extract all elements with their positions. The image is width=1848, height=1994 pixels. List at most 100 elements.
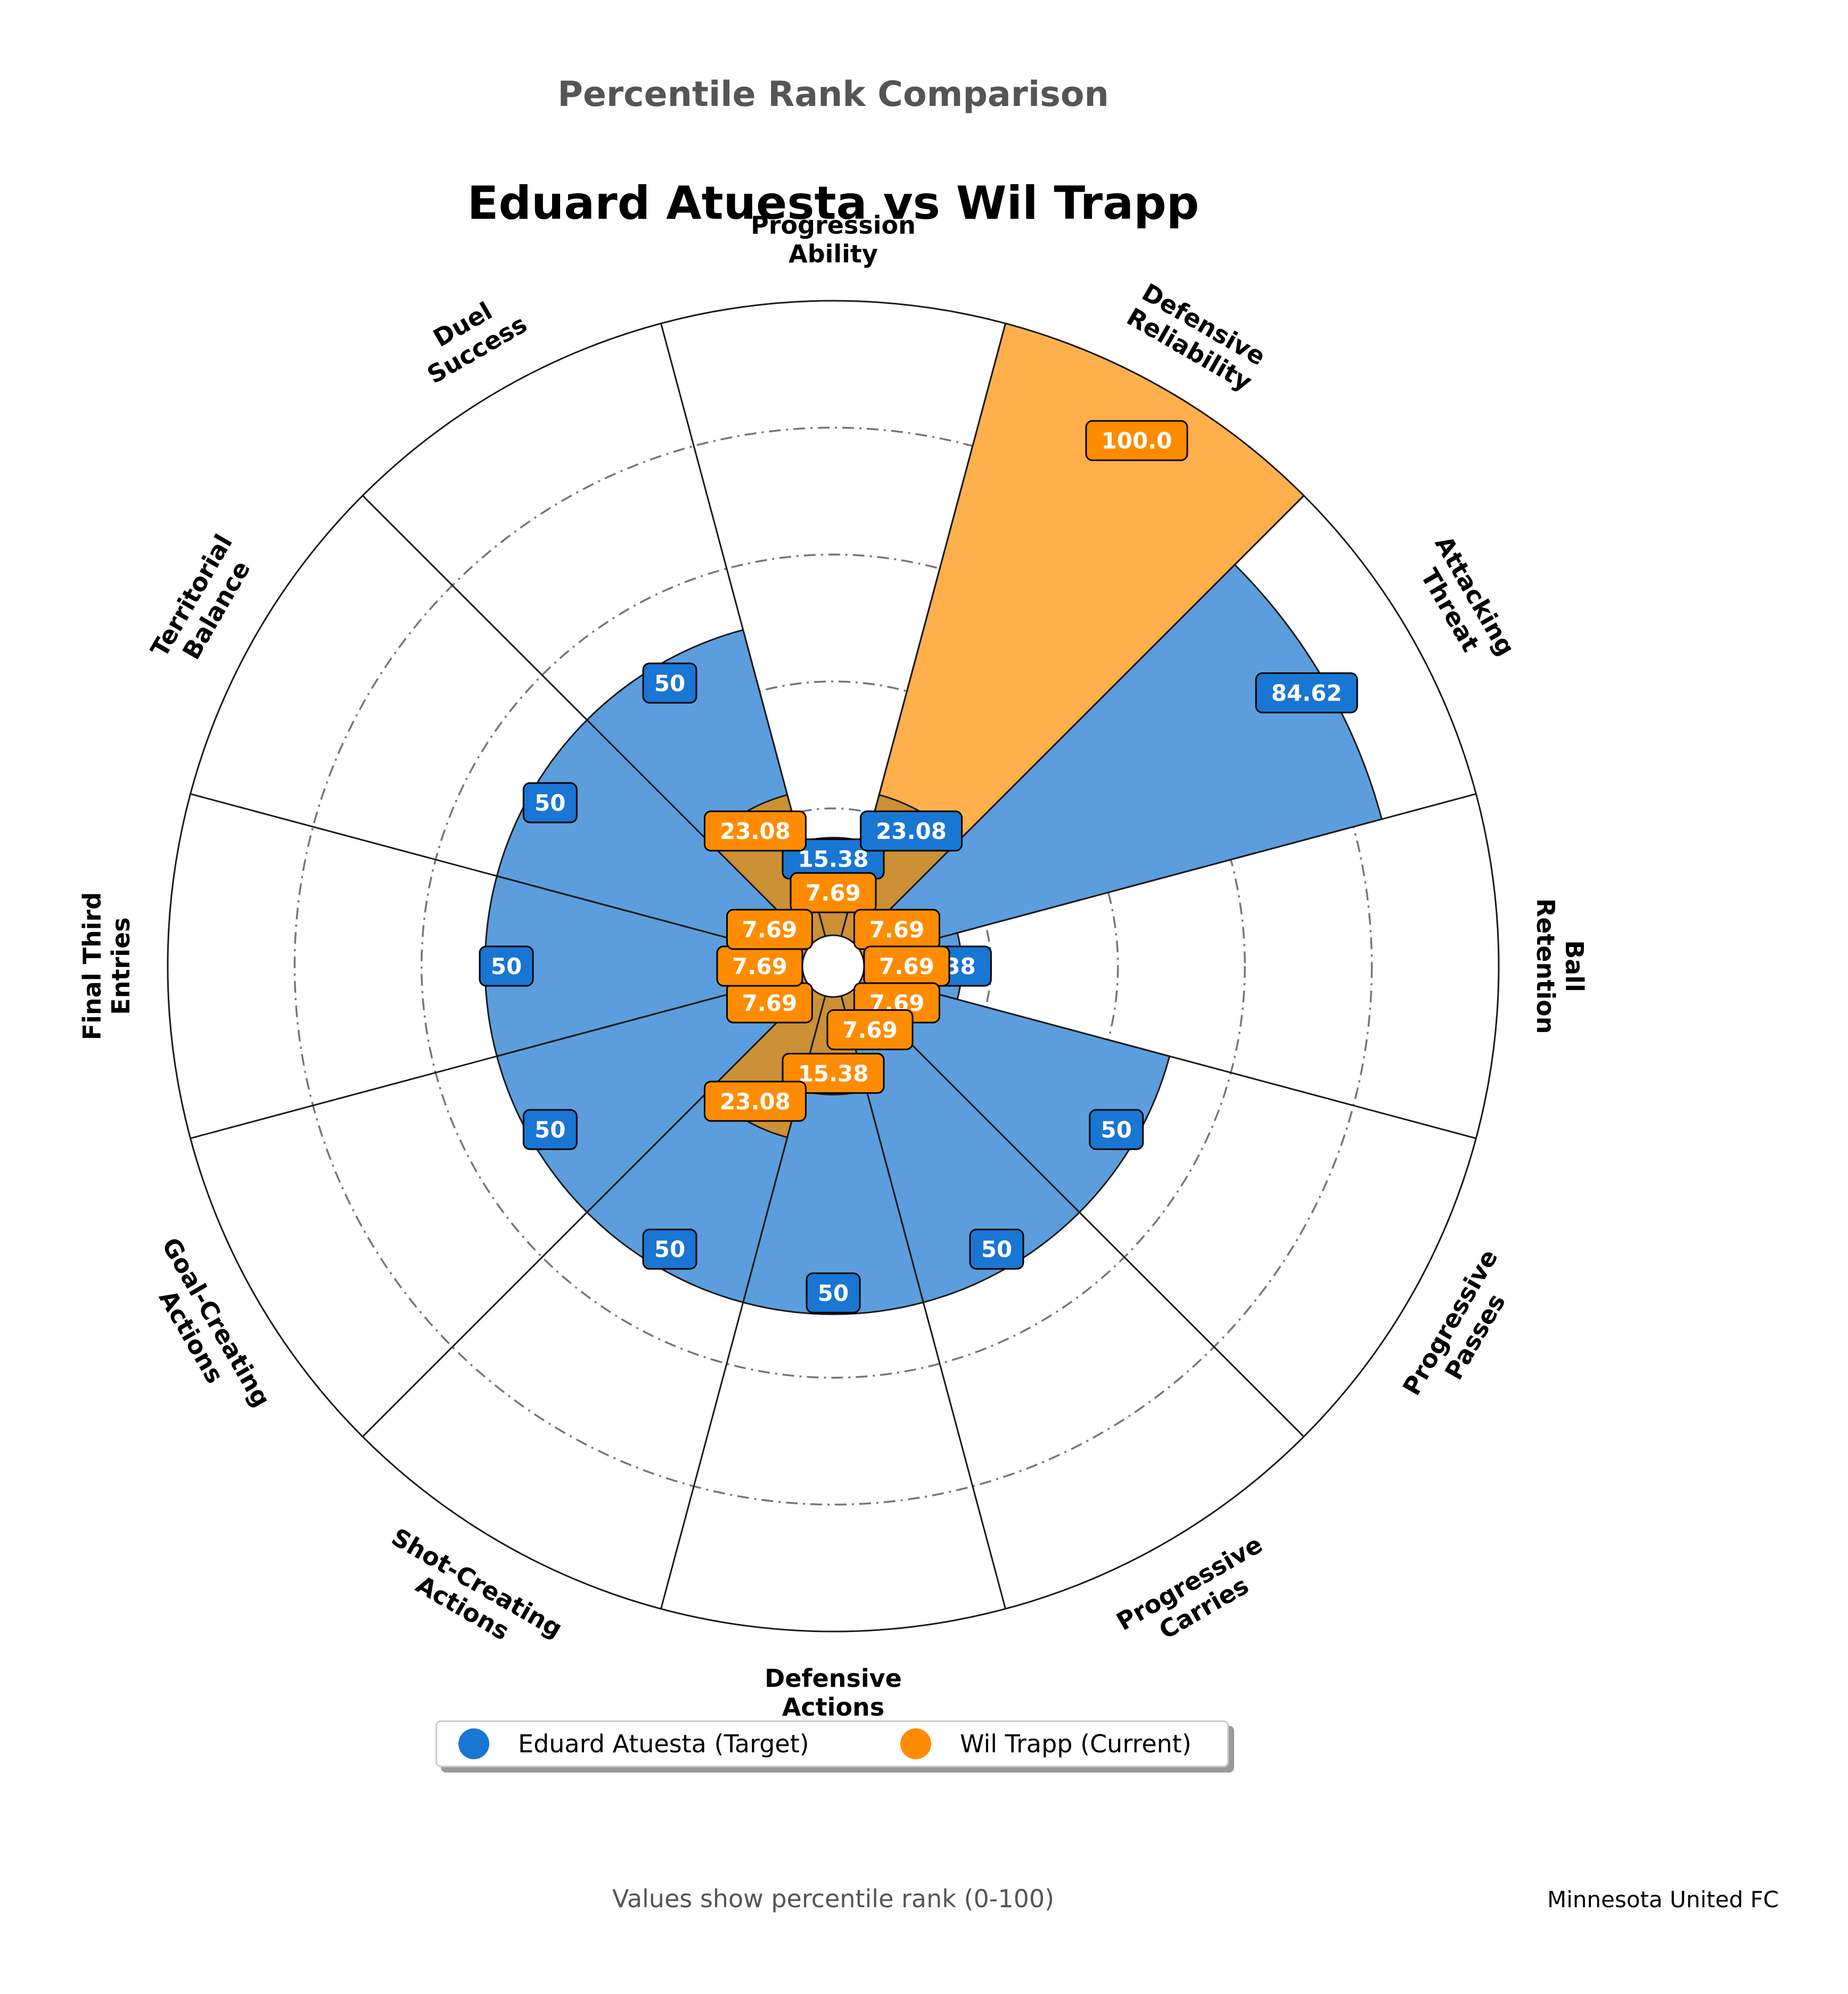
value-label-target: 50	[642, 662, 697, 704]
category-label: Progression Ability	[751, 211, 916, 268]
value-label-target-text: 23.08	[876, 818, 947, 844]
category-label: Shot-CreatingActions	[372, 1522, 567, 1668]
footnote: Values show percentile rank (0-100)	[612, 1884, 1055, 1913]
category-label-line: Ball	[1560, 940, 1589, 992]
value-label-current-text: 100.0	[1102, 428, 1172, 454]
spoke-line	[190, 793, 804, 959]
value-label-current-text: 23.08	[720, 818, 791, 844]
value-label-current-box	[703, 1081, 807, 1122]
spoke-line	[863, 793, 1476, 959]
value-label-current-text: 23.08	[720, 1089, 791, 1115]
value-label-current: 7.69	[826, 1009, 914, 1051]
legend-marker-target	[458, 1728, 489, 1759]
value-label-target-text: 50	[981, 1237, 1012, 1263]
value-label-target-text: 84.62	[1271, 680, 1342, 706]
spoke-line	[362, 987, 812, 1437]
spoke-line	[362, 495, 812, 945]
legend-label-target: Eduard Atuesta (Target)	[518, 1729, 809, 1758]
value-label-current: 100.0	[1085, 420, 1188, 462]
value-label-current-text: 7.69	[879, 953, 934, 979]
legend-item-target: Eduard Atuesta (Target)	[458, 1722, 809, 1766]
value-label-current-box	[782, 1052, 885, 1094]
value-label-current-text: 7.69	[869, 917, 925, 943]
value-label-target-box	[642, 662, 697, 704]
value-label-target-text: 50	[491, 953, 522, 979]
legend-label-current: Wil Trapp (Current)	[960, 1729, 1192, 1758]
value-label-target: 50	[522, 1109, 578, 1150]
value-label-current: 7.69	[726, 982, 813, 1024]
chart-title: Eduard Atuesta vs Wil Trapp	[467, 177, 1200, 230]
legend-item-current: Wil Trapp (Current)	[900, 1722, 1192, 1766]
value-label-target: 50	[1089, 1109, 1144, 1150]
category-label: DuelSuccess	[408, 285, 532, 390]
spokes-layer	[190, 323, 1476, 1609]
value-label-current-text: 7.69	[842, 1017, 898, 1043]
value-label-current-box	[726, 909, 813, 950]
value-label-current-box	[703, 810, 807, 852]
spoke-line	[854, 987, 1304, 1437]
category-label: BallRetention	[1531, 899, 1589, 1034]
category-label-line: Actions	[782, 1693, 884, 1721]
spoke-line	[840, 995, 1006, 1609]
category-label-line: Progression	[751, 211, 916, 240]
value-label-target: 50	[522, 782, 578, 823]
legend-marker-current	[900, 1728, 931, 1759]
value-label-current: 7.69	[726, 909, 813, 950]
value-label-current: 23.08	[703, 810, 807, 852]
value-label-target-text: 50	[654, 670, 685, 696]
category-label: Defensive Actions	[765, 1664, 902, 1721]
value-label-current-box	[1085, 420, 1188, 462]
club-name: Minnesota United FC	[1547, 1886, 1779, 1913]
value-label-current: 23.08	[703, 1081, 807, 1122]
category-label: ProgressiveCarries	[1112, 1530, 1282, 1661]
value-label-target-text: 50	[818, 1280, 849, 1306]
value-label-current-text: 7.69	[732, 953, 787, 979]
value-label-target-box	[522, 1109, 578, 1150]
category-label: Goal-CreatingActions	[132, 1233, 276, 1427]
outer-circle	[167, 300, 1500, 1633]
value-label-target: 50	[969, 1229, 1024, 1270]
legend: Eduard Atuesta (Target) Wil Trapp (Curre…	[436, 1720, 1229, 1767]
value-label-target: 15.38	[782, 838, 885, 880]
value-label-target: 23.08	[860, 810, 963, 852]
value-label-target: 50	[479, 945, 534, 987]
chart-suptitle: Percentile Rank Comparison	[557, 75, 1109, 114]
value-label-target: 50	[642, 1229, 697, 1270]
category-label-line: Defensive	[765, 1664, 902, 1693]
value-label-target-box	[806, 1272, 861, 1314]
value-label-current: 7.69	[790, 872, 877, 913]
value-label-current-text: 7.69	[742, 917, 798, 943]
value-labels-layer: 15.38 23.08 84.62 15.38 50 50 50 50 50 50 50 50 7.69…	[479, 420, 1358, 1314]
spoke-line	[863, 973, 1476, 1139]
category-label: AttackingThreat	[1405, 531, 1521, 674]
value-label-target-box	[479, 945, 534, 987]
value-label-target-text: 15.38	[798, 846, 869, 872]
value-label-target-text: 50	[535, 790, 565, 816]
value-label-current: 7.69	[853, 909, 941, 950]
value-label-current-text: 7.69	[806, 880, 861, 906]
value-label-current-box	[790, 872, 877, 913]
value-label-current: 7.69	[863, 945, 950, 987]
category-label: Final ThirdEntries	[78, 892, 135, 1040]
value-label-target: 84.62	[1255, 672, 1358, 714]
value-label-target: 50	[806, 1272, 861, 1314]
value-label-current: 7.69	[716, 945, 803, 987]
value-label-current: 15.38	[782, 1052, 885, 1094]
category-label-line: Final Third	[78, 892, 106, 1040]
value-label-target-box	[1255, 672, 1358, 714]
category-label-line: Entries	[106, 917, 135, 1015]
spoke-line	[190, 973, 804, 1139]
category-label: ProgressivePasses	[1397, 1245, 1529, 1414]
grid-ring	[421, 554, 1246, 1379]
value-label-target-box	[969, 1229, 1024, 1270]
category-label-line: Retention	[1531, 899, 1560, 1034]
category-label-line: Ability	[789, 240, 878, 268]
grid-ring	[293, 426, 1373, 1506]
value-label-target-text: 50	[1101, 1117, 1132, 1143]
value-label-current-text: 15.38	[798, 1060, 869, 1086]
value-label-target-box	[522, 782, 578, 823]
value-label-current-text: 7.69	[742, 990, 798, 1016]
spoke-line	[854, 495, 1304, 945]
